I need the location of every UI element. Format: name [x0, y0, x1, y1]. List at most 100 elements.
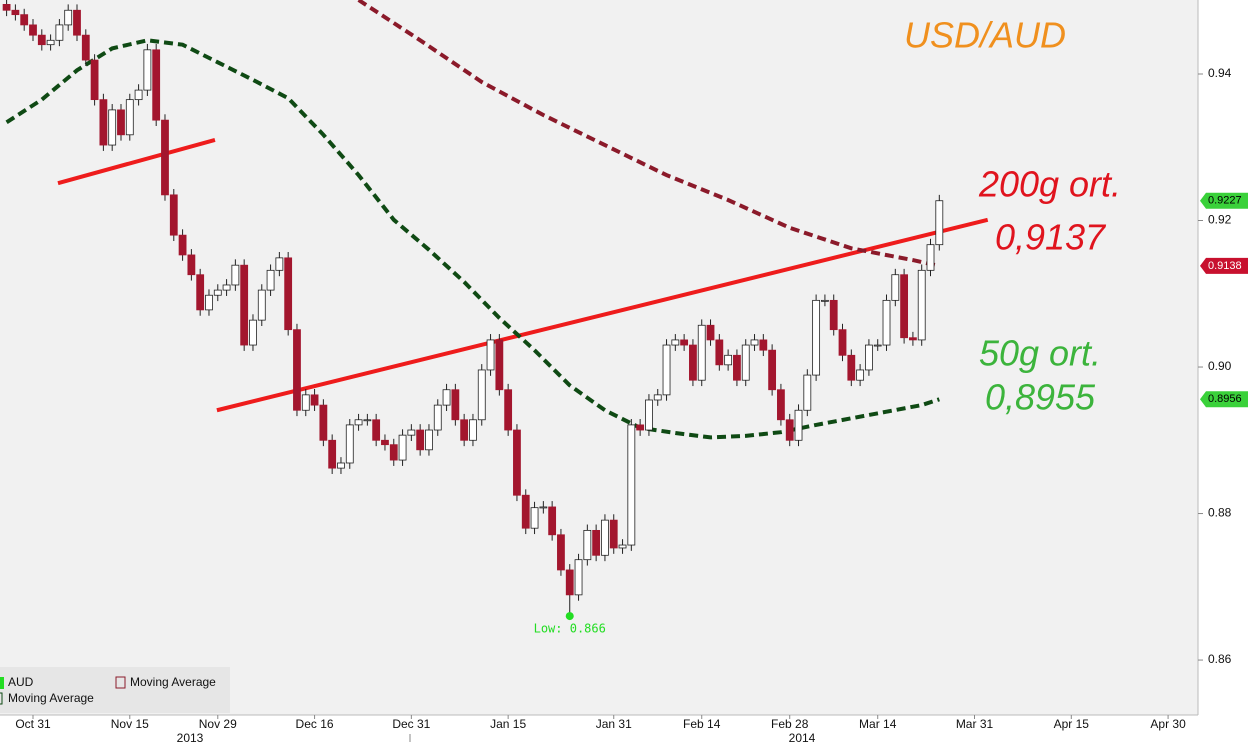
candle-body — [768, 349, 777, 391]
x-tick-label: Jan 15 — [490, 717, 526, 731]
candle-body — [829, 299, 838, 331]
x-tick-label: Mar 31 — [956, 717, 994, 731]
legend-swatch — [0, 692, 3, 705]
candle-body — [486, 339, 495, 371]
candle-body — [574, 559, 583, 596]
ma-last-label: 0.8956 — [1208, 393, 1242, 405]
candle-body — [178, 234, 187, 256]
candle-body — [601, 519, 609, 556]
candle-body — [715, 339, 724, 366]
candle-body — [143, 49, 152, 91]
candle-body — [821, 299, 829, 302]
candle-body — [213, 289, 222, 296]
candle-body — [451, 389, 460, 421]
candle-body — [249, 319, 257, 346]
candle-body — [73, 9, 81, 36]
candle-body — [99, 99, 108, 146]
candle-body — [504, 389, 513, 431]
candle-body — [724, 354, 733, 366]
candle-body — [856, 369, 865, 381]
candle-body — [838, 329, 847, 356]
candle-body — [909, 337, 917, 341]
candle-body — [389, 444, 398, 461]
candle-body — [917, 269, 926, 341]
candle-body — [205, 294, 213, 311]
candle-body — [627, 424, 636, 546]
candle-body — [662, 344, 671, 396]
chart-title: USD/AUD — [904, 15, 1066, 56]
candle-body — [416, 429, 425, 451]
candle-body — [733, 354, 741, 381]
last-price-label-box — [1200, 192, 1248, 209]
candle-body — [354, 419, 363, 426]
candle-body — [275, 257, 284, 271]
candle-body — [882, 299, 891, 346]
candle-body — [29, 24, 37, 36]
candle-body — [689, 344, 697, 381]
candle-body — [759, 339, 768, 351]
legend-swatch — [115, 676, 126, 689]
candle-body — [284, 257, 293, 331]
candle-body — [900, 274, 909, 339]
low-marker — [565, 612, 574, 621]
candle-body — [697, 324, 706, 381]
x-tick-label: Dec 31 — [392, 717, 430, 731]
x-tick-label: Oct 31 — [15, 717, 51, 731]
candle-body — [794, 409, 803, 441]
candle-body — [134, 89, 143, 101]
candle-body — [407, 429, 416, 436]
legend-swatch — [0, 677, 4, 689]
candle-body — [706, 324, 715, 341]
x-tick-label: Nov 29 — [199, 717, 237, 731]
legend-label: Moving Average — [8, 691, 94, 705]
candle-body — [398, 434, 407, 461]
candle-body — [645, 399, 653, 431]
candle-body — [460, 419, 469, 441]
candle-body — [337, 462, 345, 469]
candle-body — [653, 394, 662, 401]
candle-body — [847, 354, 856, 381]
candle-body — [521, 494, 530, 529]
plot-area — [0, 0, 1198, 715]
candle-body — [935, 200, 944, 246]
candle-body — [152, 49, 161, 121]
candle-body — [319, 404, 328, 441]
candle-body — [513, 429, 521, 496]
x-tick-label: Mar 14 — [859, 717, 897, 731]
candle-body — [117, 109, 125, 136]
candle-body — [46, 39, 55, 46]
ma-last-label-box — [1200, 391, 1248, 408]
y-tick-label: 0.88 — [1208, 506, 1232, 520]
candle-body — [222, 284, 231, 291]
candle-body — [777, 389, 785, 421]
candle-body — [741, 344, 750, 381]
candle-body — [803, 374, 812, 411]
candle-body — [530, 507, 539, 529]
x-tick-label: Apr 30 — [1150, 717, 1186, 731]
candle-body — [363, 419, 372, 422]
candle-body — [64, 9, 73, 26]
candle-body — [477, 369, 486, 421]
candle-body — [90, 59, 99, 101]
candle-body — [812, 299, 821, 376]
candle-body — [196, 274, 205, 311]
candle-body — [125, 99, 134, 136]
moving-average-line — [5, 38, 940, 440]
y-tick-label: 0.86 — [1208, 652, 1232, 666]
last-price-label: 0.9227 — [1208, 195, 1242, 207]
trend-line — [57, 137, 216, 186]
candle-body — [187, 254, 196, 276]
x-tick-label: Dec 16 — [296, 717, 334, 731]
candle-body — [169, 194, 178, 236]
candle-body — [442, 389, 451, 406]
candle-body — [425, 429, 433, 451]
candle-body — [231, 264, 240, 286]
x-tick-label: Apr 15 — [1054, 717, 1090, 731]
candle-body — [310, 394, 319, 406]
candle-body — [680, 339, 689, 346]
candle-body — [433, 404, 442, 431]
x-tick-label: Feb 28 — [771, 717, 809, 731]
candle-body — [618, 544, 627, 549]
candle-body — [583, 529, 592, 561]
